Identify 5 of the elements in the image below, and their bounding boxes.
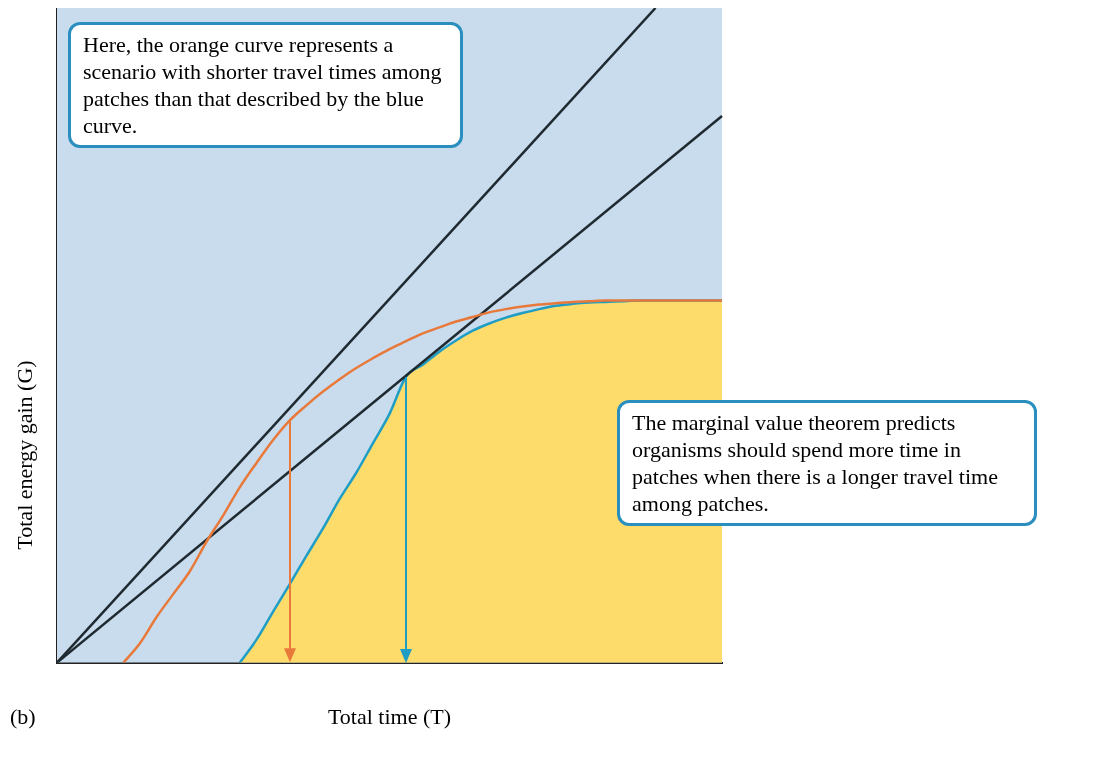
x-axis-title: Total time (T) [326, 704, 453, 730]
annotation: The marginal value theorem predicts organisms should spend more time in patches when there is a longer travel time among patches. [617, 400, 1037, 526]
annotation: Here, the orange curve represents a scenario with shorter travel times among patches than that described by the blue curve. [68, 22, 463, 148]
text: (b) [10, 704, 36, 730]
y-axis-title: Total energy gain (G) [12, 360, 38, 550]
